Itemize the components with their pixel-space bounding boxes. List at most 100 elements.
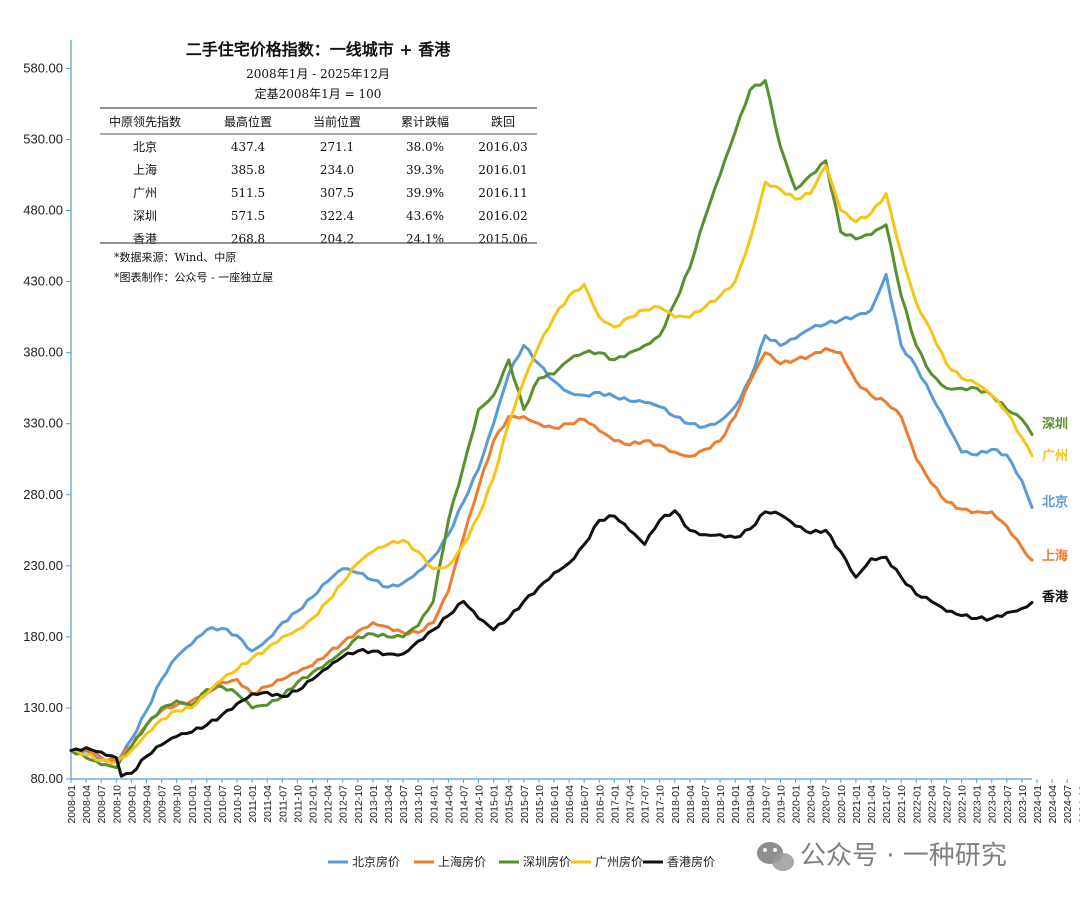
- chart-subtitle-base: 定基2008年1月 = 100: [255, 86, 382, 101]
- y-tick-label: 230.00: [23, 558, 63, 573]
- x-tick-label: 2018-07: [700, 785, 712, 824]
- x-tick-label: 2015-07: [519, 785, 531, 824]
- note-source: *数据来源：Wind、中原: [114, 250, 236, 264]
- chart-subtitle-period: 2008年1月 - 2025年12月: [246, 67, 390, 81]
- table-cell: 268.8: [231, 232, 265, 246]
- x-tick-label: 2023-10: [1017, 785, 1029, 824]
- table-cell: 322.4: [320, 209, 355, 223]
- x-tick-label: 2014-10: [474, 785, 486, 824]
- x-tick-label: 2008-04: [81, 785, 93, 824]
- series-end-label: 上海: [1042, 548, 1068, 564]
- x-tick-label: 2019-10: [775, 785, 787, 824]
- table-cell: 271.1: [320, 140, 354, 154]
- legend-label: 上海房价: [438, 854, 486, 869]
- x-tick-label: 2019-04: [745, 785, 757, 824]
- table-cell: 437.4: [231, 140, 266, 154]
- x-tick-label: 2018-04: [685, 785, 697, 824]
- x-tick-label: 2012-04: [323, 785, 335, 824]
- x-tick-label: 2024-07: [1062, 785, 1074, 824]
- y-axis: 80.00 130.00 180.00 230.00 280.00 330.00 380.0…: [23, 40, 72, 786]
- table-cell: 2016.02: [478, 209, 528, 223]
- y-tick-label: 80.00: [30, 771, 63, 786]
- x-tick-label: 2008-01: [66, 785, 78, 824]
- series-line: [69, 346, 1034, 764]
- x-tick-label: 2015-10: [534, 785, 546, 824]
- table-cell: 北京: [133, 140, 157, 154]
- x-tick-label: 2024-01: [1032, 785, 1044, 824]
- table-cell: 307.5: [320, 186, 354, 200]
- note-author: *图表制作：公众号 - 一座独立屋: [114, 270, 273, 284]
- x-tick-label: 2023-07: [1002, 785, 1014, 824]
- legend-label: 北京房价: [352, 854, 400, 869]
- x-tick-label: 2018-01: [670, 785, 682, 824]
- table-cell: 深圳: [133, 209, 157, 223]
- x-tick-label: 2017-07: [640, 785, 652, 824]
- series-end-label: 北京: [1042, 494, 1068, 510]
- y-tick-label: 580.00: [23, 60, 63, 75]
- legend-label: 广州房价: [595, 854, 643, 869]
- x-tick-label: 2013-07: [398, 785, 410, 824]
- x-tick-label: 2020-01: [791, 785, 803, 824]
- x-axis: 2008-01 2008-04 2008-07 2008-10 2009-01 2009-…: [66, 778, 1080, 824]
- x-tick-label: 2014-07: [458, 785, 470, 824]
- x-tick-label: 2012-01: [308, 785, 320, 824]
- x-tick-label: 2021-10: [896, 785, 908, 824]
- x-tick-label: 2017-04: [624, 785, 636, 824]
- x-tick-label: 2022-10: [957, 785, 969, 824]
- table-cell: 香港: [133, 232, 157, 246]
- x-tick-label: 2012-10: [353, 785, 365, 824]
- x-tick-label: 2019-01: [730, 785, 742, 824]
- series-line: [69, 79, 1034, 770]
- x-tick-label: 2021-07: [881, 785, 893, 824]
- legend: 北京房价 上海房价 深圳房价 广州房价 香港房价: [328, 854, 715, 869]
- y-tick-label: 530.00: [23, 131, 63, 146]
- x-tick-label: 2021-01: [851, 785, 863, 824]
- table-cell: 上海: [133, 162, 157, 177]
- table-cell: 广州: [133, 186, 157, 200]
- table-cell: 43.6%: [406, 209, 444, 223]
- x-tick-label: 2024-04: [1047, 785, 1059, 824]
- series-lines: [69, 79, 1034, 778]
- table-cell: 385.8: [231, 163, 265, 177]
- x-tick-label: 2015-01: [489, 785, 501, 824]
- x-tick-label: 2012-07: [338, 785, 350, 824]
- x-tick-label: 2011-10: [292, 785, 304, 823]
- y-tick-label: 280.00: [23, 487, 63, 502]
- legend-label: 深圳房价: [523, 854, 571, 869]
- x-tick-label: 2019-07: [760, 785, 772, 824]
- series-line: [69, 273, 1034, 764]
- x-tick-label: 2009-07: [157, 785, 169, 824]
- x-tick-label: 2014-01: [428, 785, 440, 824]
- x-tick-label: 2021-04: [866, 785, 878, 824]
- table-header-cell: 最高位置: [224, 114, 272, 129]
- watermark: 公众号 · 一种研究: [757, 841, 1007, 871]
- table-cell: 39.9%: [406, 186, 444, 200]
- x-tick-label: 2017-10: [655, 785, 667, 824]
- x-tick-label: 2020-04: [806, 785, 818, 824]
- x-tick-label: 2010-04: [202, 785, 214, 824]
- table-header-cell: 跌回: [491, 114, 515, 129]
- table-cell: 24.1%: [406, 232, 444, 246]
- series-line: [69, 509, 1034, 778]
- x-tick-label: 2011-04: [262, 785, 274, 823]
- x-tick-label: 2011-07: [277, 785, 289, 823]
- x-tick-label: 2010-07: [217, 785, 229, 824]
- table-cell: 2016.03: [478, 140, 528, 154]
- chart-title: 二手住宅价格指数：一线城市 + 香港: [186, 40, 452, 59]
- series-end-label: 深圳: [1042, 416, 1068, 432]
- x-tick-label: 2017-01: [609, 785, 621, 824]
- x-tick-label: 2009-10: [172, 785, 184, 824]
- x-tick-label: 2013-01: [368, 785, 380, 824]
- table-cell: 38.0%: [406, 140, 444, 154]
- x-tick-label: 2016-10: [594, 785, 606, 824]
- x-tick-label: 2023-01: [972, 785, 984, 824]
- x-tick-label: 2020-07: [821, 785, 833, 824]
- y-tick-label: 180.00: [23, 629, 63, 644]
- x-tick-label: 2011-01: [247, 785, 259, 823]
- table-header-cell: 累计跌幅: [401, 114, 449, 129]
- x-tick-label: 2010-10: [232, 785, 244, 824]
- y-tick-label: 330.00: [23, 416, 63, 431]
- x-tick-label: 2008-07: [96, 785, 108, 824]
